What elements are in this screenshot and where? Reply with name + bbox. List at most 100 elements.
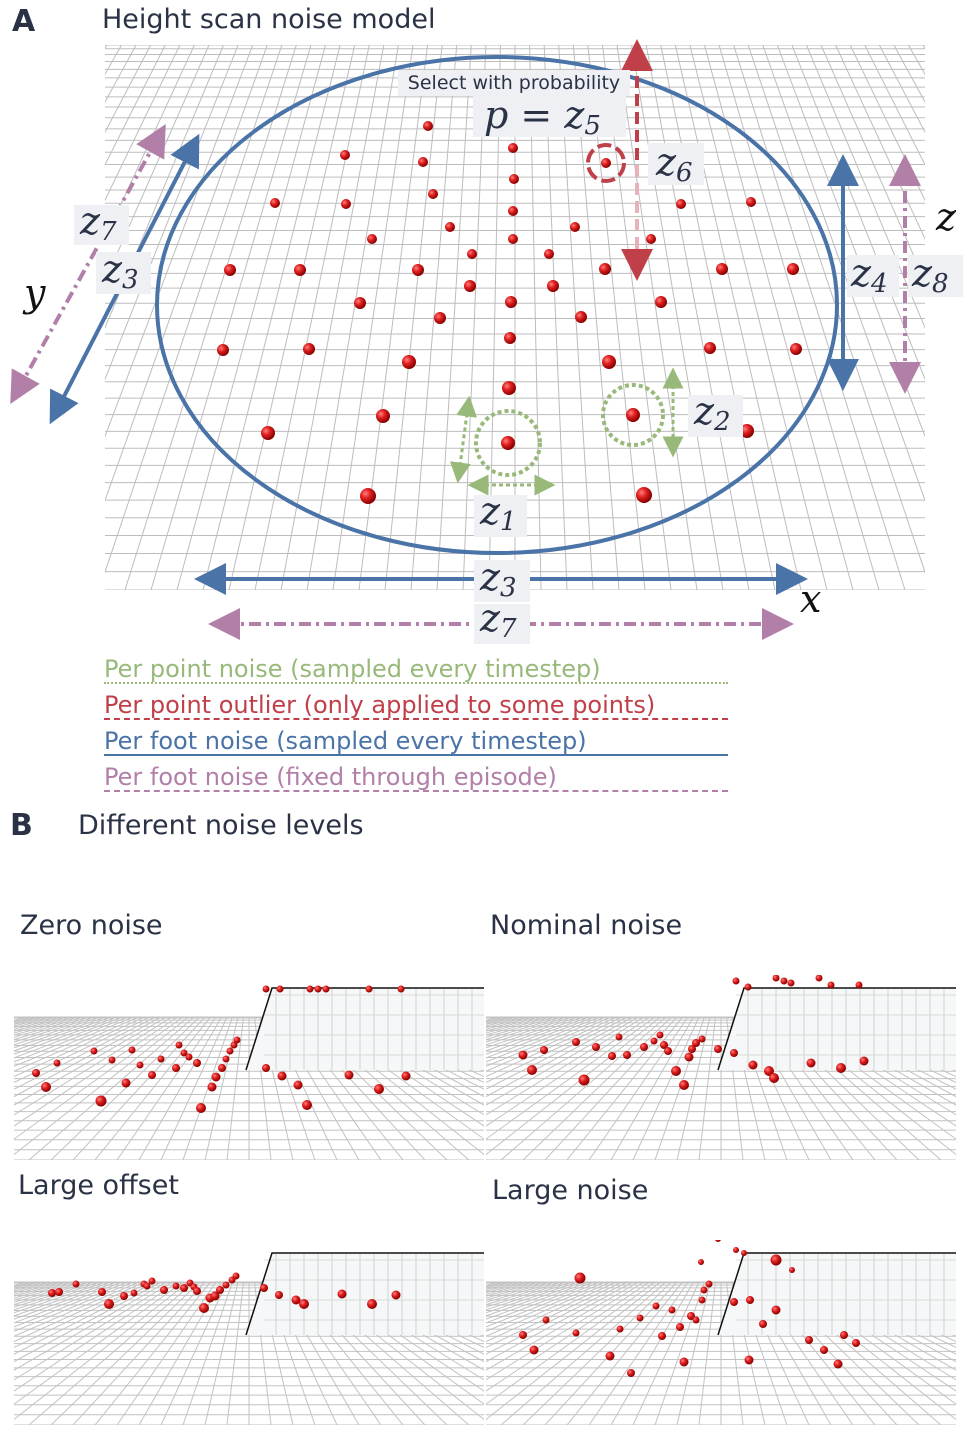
grid-line xyxy=(14,1281,123,1324)
grid-line xyxy=(486,1016,568,1043)
scan-point xyxy=(211,1072,221,1082)
scan-point xyxy=(605,1351,615,1361)
scan-point xyxy=(660,1041,668,1049)
scan-point xyxy=(412,264,424,276)
scan-point xyxy=(428,189,438,199)
label-z7-x: z7 xyxy=(474,596,530,644)
scan-point xyxy=(650,1037,658,1045)
grid-line xyxy=(486,1281,590,1320)
scan-point xyxy=(789,1267,795,1273)
grid-line xyxy=(486,1281,645,1381)
scan-point xyxy=(508,234,518,244)
grid-line xyxy=(486,1281,568,1308)
scan-point xyxy=(423,121,433,131)
grid-line xyxy=(105,45,181,202)
scan-point xyxy=(98,1288,106,1296)
grid-line xyxy=(138,1016,222,1160)
panel-a-title: Height scan noise model xyxy=(102,4,436,35)
grid-line xyxy=(105,45,254,438)
scan-point xyxy=(337,1289,347,1299)
grid-line xyxy=(105,45,152,134)
scan-point xyxy=(833,1359,843,1369)
label-z1: z1 xyxy=(474,489,527,537)
scan-points xyxy=(518,975,869,1090)
scan-point xyxy=(852,1339,860,1347)
grid-line xyxy=(486,1016,579,1049)
subpanel-title-nominal-noise: Nominal noise xyxy=(490,910,683,941)
scan-point xyxy=(679,1357,689,1367)
scan-point xyxy=(222,1281,230,1289)
grid-line xyxy=(204,1281,239,1425)
scan-point xyxy=(664,1047,672,1055)
scan-point xyxy=(502,381,516,395)
grid-line xyxy=(14,1016,178,1127)
grid-line xyxy=(486,1016,617,1078)
scan-point xyxy=(402,355,416,369)
panel-b-letter: B xyxy=(10,808,33,843)
grid-line xyxy=(28,1016,195,1160)
scan-point xyxy=(53,1059,61,1067)
scan-point xyxy=(544,249,554,259)
grid-line xyxy=(610,1281,694,1425)
scan-point xyxy=(276,985,284,993)
scan-point xyxy=(759,1320,767,1328)
panel-a-letter: A xyxy=(12,4,36,39)
scan-point xyxy=(640,1043,648,1051)
grid-line xyxy=(228,45,356,590)
scan-point xyxy=(391,1290,401,1300)
scan-point xyxy=(445,222,455,232)
scan-point xyxy=(508,206,518,216)
grid-line xyxy=(486,1281,639,1371)
scan-point xyxy=(367,234,377,244)
noise-model-diagram: Select with probability p = z5 z6 z7 z3 … xyxy=(10,39,963,644)
scan-point xyxy=(732,977,740,985)
grid-line xyxy=(14,1281,162,1363)
grid-line xyxy=(674,45,802,590)
scan-point xyxy=(293,1080,303,1090)
scan-point xyxy=(365,985,373,993)
scan-point xyxy=(746,197,756,207)
scan-point xyxy=(504,332,516,344)
grid-line xyxy=(486,1016,606,1067)
scan-point xyxy=(764,1066,774,1076)
grid-line xyxy=(202,45,341,590)
scan-point xyxy=(262,1064,270,1072)
grid-line xyxy=(204,1016,239,1160)
grid-line xyxy=(226,1016,244,1160)
scan-point xyxy=(655,296,667,308)
grid-line xyxy=(176,45,327,590)
scan-point xyxy=(226,1047,234,1055)
select-probability-label: Select with probability xyxy=(408,72,620,94)
legend-per-point-noise: Per point noise (sampled every timestep) xyxy=(104,656,728,684)
grid-line xyxy=(105,45,137,104)
scan-point xyxy=(180,1049,188,1057)
scan-point xyxy=(698,1296,706,1304)
grid-line xyxy=(522,1016,672,1160)
scan-point xyxy=(302,1100,312,1110)
grid-line xyxy=(632,1016,700,1160)
svg-text:z7: z7 xyxy=(79,199,117,247)
grid-line xyxy=(486,1016,639,1106)
subpanel-title-large-noise: Large noise xyxy=(492,1175,649,1206)
scan-point xyxy=(397,985,405,993)
grid-line xyxy=(486,1281,656,1405)
label-z4: z4 xyxy=(847,251,899,299)
grid-line xyxy=(105,45,108,50)
scan-point xyxy=(698,1035,706,1043)
scan-point xyxy=(684,1052,694,1062)
grid-line xyxy=(922,45,925,50)
grid-line xyxy=(486,1016,573,1046)
grid-line xyxy=(226,1281,244,1425)
grid-line xyxy=(280,45,385,590)
scan-point xyxy=(572,1038,580,1046)
scan-point xyxy=(360,488,376,504)
grid-line xyxy=(14,1016,140,1072)
scan-point xyxy=(698,1259,704,1265)
scan-point xyxy=(575,311,587,323)
grid-line xyxy=(124,45,297,590)
grid-line xyxy=(660,45,776,590)
grid-line xyxy=(486,1016,595,1059)
grid-line xyxy=(486,1281,595,1324)
scan-point xyxy=(740,424,754,438)
scan-point xyxy=(275,1291,283,1299)
